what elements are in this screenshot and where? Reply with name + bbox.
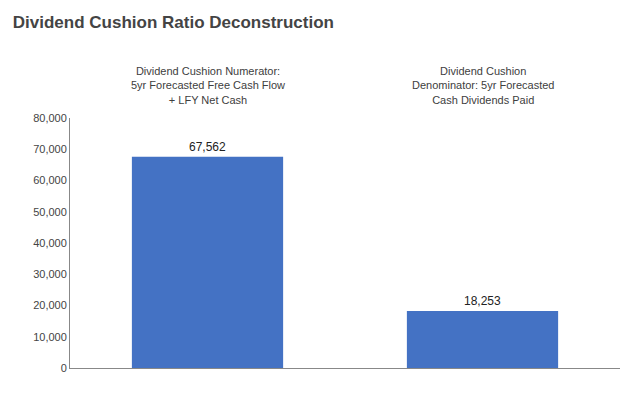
- svg-text:70,000: 70,000: [33, 143, 67, 155]
- svg-text:10,000: 10,000: [33, 331, 67, 343]
- svg-text:60,000: 60,000: [33, 174, 67, 186]
- svg-text:50,000: 50,000: [33, 206, 67, 218]
- svg-text:Dividend Cushion Numerator:5yr: Dividend Cushion Numerator:5yr Forecaste…: [131, 65, 285, 106]
- svg-text:67,562: 67,562: [189, 140, 226, 154]
- svg-text:20,000: 20,000: [33, 299, 67, 311]
- svg-text:30,000: 30,000: [33, 268, 67, 280]
- svg-text:40,000: 40,000: [33, 237, 67, 249]
- svg-text:Dividend Cushion Ratio Deconst: Dividend Cushion Ratio Deconstruction: [13, 13, 334, 32]
- svg-text:80,000: 80,000: [33, 112, 67, 124]
- svg-text:18,253: 18,253: [464, 294, 501, 308]
- svg-text:Dividend CushionDenominator: 5: Dividend CushionDenominator: 5yr Forecas…: [412, 65, 554, 106]
- svg-text:0: 0: [61, 362, 67, 374]
